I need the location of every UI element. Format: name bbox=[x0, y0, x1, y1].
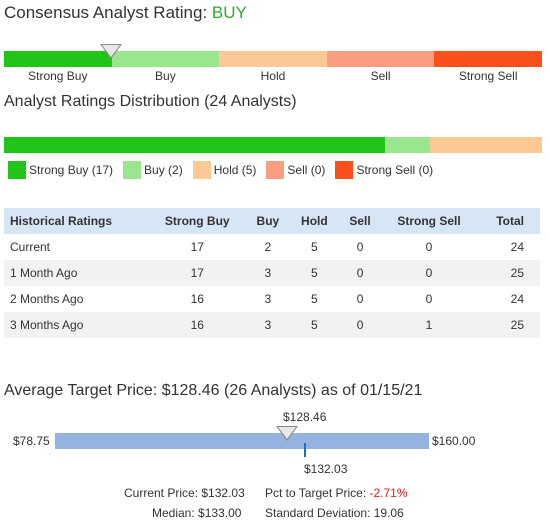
consensus-label: Consensus Analyst Rating: bbox=[4, 3, 208, 22]
legend-label: Hold (5) bbox=[213, 163, 257, 177]
table-cell: 17 bbox=[148, 260, 246, 286]
table-cell: 5 bbox=[289, 312, 339, 338]
target-price-range-bar bbox=[55, 433, 429, 449]
distribution-bar bbox=[4, 137, 542, 153]
legend-swatch bbox=[266, 161, 285, 179]
table-cell: 16 bbox=[148, 312, 246, 338]
consensus-title: Consensus Analyst Rating: BUY bbox=[4, 3, 247, 23]
dist-segment-hold bbox=[429, 137, 542, 153]
table-row: 1 Month Ago 17 3 5 0 0 25 bbox=[4, 260, 540, 286]
scale-segment-buy bbox=[111, 51, 220, 67]
table-cell: 0 bbox=[338, 312, 382, 338]
scale-segment-strong-buy bbox=[4, 51, 112, 67]
table-cell: 0 bbox=[356, 292, 364, 306]
table-cell: 0 bbox=[425, 292, 433, 306]
table-cell: 17 bbox=[190, 240, 204, 254]
stat-label: Current Price: bbox=[124, 486, 199, 500]
distribution-title: Analyst Ratings Distribution (24 Analyst… bbox=[4, 93, 297, 110]
legend-swatch bbox=[192, 161, 211, 179]
legend-item-hold: Hold (5) bbox=[192, 161, 257, 179]
table-cell: 5 bbox=[311, 240, 318, 254]
table-cell: 16 bbox=[190, 292, 204, 306]
dist-segment-buy bbox=[385, 137, 430, 153]
legend-item-strong-buy: Strong Buy (17) bbox=[8, 161, 113, 179]
table-cell: 24 bbox=[510, 240, 524, 254]
scale-label-buy: Buy bbox=[155, 69, 176, 83]
table-cell: 1 bbox=[381, 312, 477, 338]
scale-segment-sell bbox=[326, 51, 435, 67]
table-header: Strong Buy bbox=[148, 208, 246, 234]
legend-swatch bbox=[123, 161, 142, 179]
historical-ratings-table: Historical Ratings Strong Buy Buy Hold S… bbox=[4, 208, 540, 338]
table-cell: 0 bbox=[425, 240, 433, 254]
stat-value: 19.06 bbox=[373, 506, 404, 520]
stat-label: Median: bbox=[152, 506, 195, 520]
table-cell: 5 bbox=[311, 292, 318, 306]
scale-segment-hold bbox=[219, 51, 327, 67]
legend-item-strong-sell: Strong Sell (0) bbox=[335, 161, 433, 179]
table-cell: 3 bbox=[245, 312, 290, 338]
rating-scale-labels: Strong Buy Buy Hold Sell Strong Sell bbox=[4, 69, 542, 83]
legend-item-sell: Sell (0) bbox=[266, 161, 325, 179]
table-cell: 3 Months Ago bbox=[4, 312, 149, 338]
consensus-marker-fill bbox=[102, 45, 120, 57]
table-cell: 3 bbox=[264, 292, 272, 306]
table-cell: 25 bbox=[476, 312, 540, 338]
current-price-stat: Current Price: $132.03 bbox=[124, 486, 245, 500]
table-cell: 0 bbox=[381, 260, 477, 286]
median-stat: Median: $133.00 bbox=[152, 506, 241, 520]
legend-swatch bbox=[335, 161, 354, 179]
legend-label: Strong Sell (0) bbox=[356, 163, 434, 177]
stat-value: $132.03 bbox=[201, 486, 245, 500]
table-row: 2 Months Ago 16 3 5 0 0 24 bbox=[4, 286, 540, 312]
table-cell: 24 bbox=[510, 292, 524, 306]
pct-to-target-stat: Pct to Target Price: -2.71% bbox=[265, 486, 408, 500]
legend-item-buy: Buy (2) bbox=[123, 161, 183, 179]
table-header-row: Historical Ratings Strong Buy Buy Hold S… bbox=[4, 208, 540, 234]
rating-scale-bar bbox=[4, 51, 542, 67]
scale-label-strong-buy: Strong Buy bbox=[28, 69, 88, 83]
scale-segment-strong-sell bbox=[434, 51, 542, 67]
consensus-value: BUY bbox=[211, 3, 247, 22]
average-target-marker-fill bbox=[278, 427, 296, 439]
scale-label-sell: Sell bbox=[370, 69, 391, 83]
scale-label-strong-sell: Strong Sell bbox=[458, 69, 518, 83]
current-price-marker bbox=[304, 443, 306, 457]
table-cell: 0 bbox=[356, 240, 364, 254]
table-cell: 0 bbox=[338, 260, 382, 286]
stat-value: -2.71% bbox=[369, 486, 408, 500]
table-cell: 5 bbox=[289, 260, 339, 286]
table-row: Current 17 2 5 0 0 24 bbox=[4, 234, 540, 260]
distribution-legend: Strong Buy (17) Buy (2) Hold (5) Sell (0… bbox=[8, 161, 443, 179]
stat-label: Pct to Target Price: bbox=[265, 486, 367, 500]
table-header: Sell bbox=[338, 208, 382, 234]
table-header: Buy bbox=[245, 208, 290, 234]
stat-value: $133.00 bbox=[198, 506, 242, 520]
table-header: Historical Ratings bbox=[4, 208, 149, 234]
table-header: Total bbox=[476, 208, 540, 234]
low-target-label: $78.75 bbox=[13, 434, 50, 448]
std-deviation-stat: Standard Deviation: 19.06 bbox=[265, 506, 404, 520]
table-cell: 1 Month Ago bbox=[4, 260, 149, 286]
table-row: 3 Months Ago 16 3 5 0 1 25 bbox=[4, 312, 540, 338]
table-cell: 2 Months Ago bbox=[10, 292, 84, 306]
table-header: Strong Sell bbox=[381, 208, 477, 234]
target-price-title: Average Target Price: $128.46 (26 Analys… bbox=[4, 382, 423, 399]
table-cell: 25 bbox=[476, 260, 540, 286]
table-cell: 3 bbox=[245, 260, 290, 286]
table-header: Hold bbox=[289, 208, 339, 234]
current-price-marker-label: $132.03 bbox=[304, 462, 348, 476]
legend-swatch bbox=[8, 161, 26, 179]
stat-label: Standard Deviation: bbox=[265, 506, 371, 520]
legend-label: Sell (0) bbox=[287, 163, 326, 177]
scale-label-hold: Hold bbox=[260, 69, 286, 83]
average-target-label: $128.46 bbox=[283, 410, 327, 424]
dist-segment-strong-buy bbox=[4, 137, 386, 153]
high-target-label: $160.00 bbox=[432, 434, 476, 448]
legend-label: Buy (2) bbox=[144, 163, 183, 177]
table-cell: 2 bbox=[264, 240, 272, 254]
table-cell: Current bbox=[10, 240, 51, 254]
legend-label: Strong Buy (17) bbox=[29, 163, 114, 177]
